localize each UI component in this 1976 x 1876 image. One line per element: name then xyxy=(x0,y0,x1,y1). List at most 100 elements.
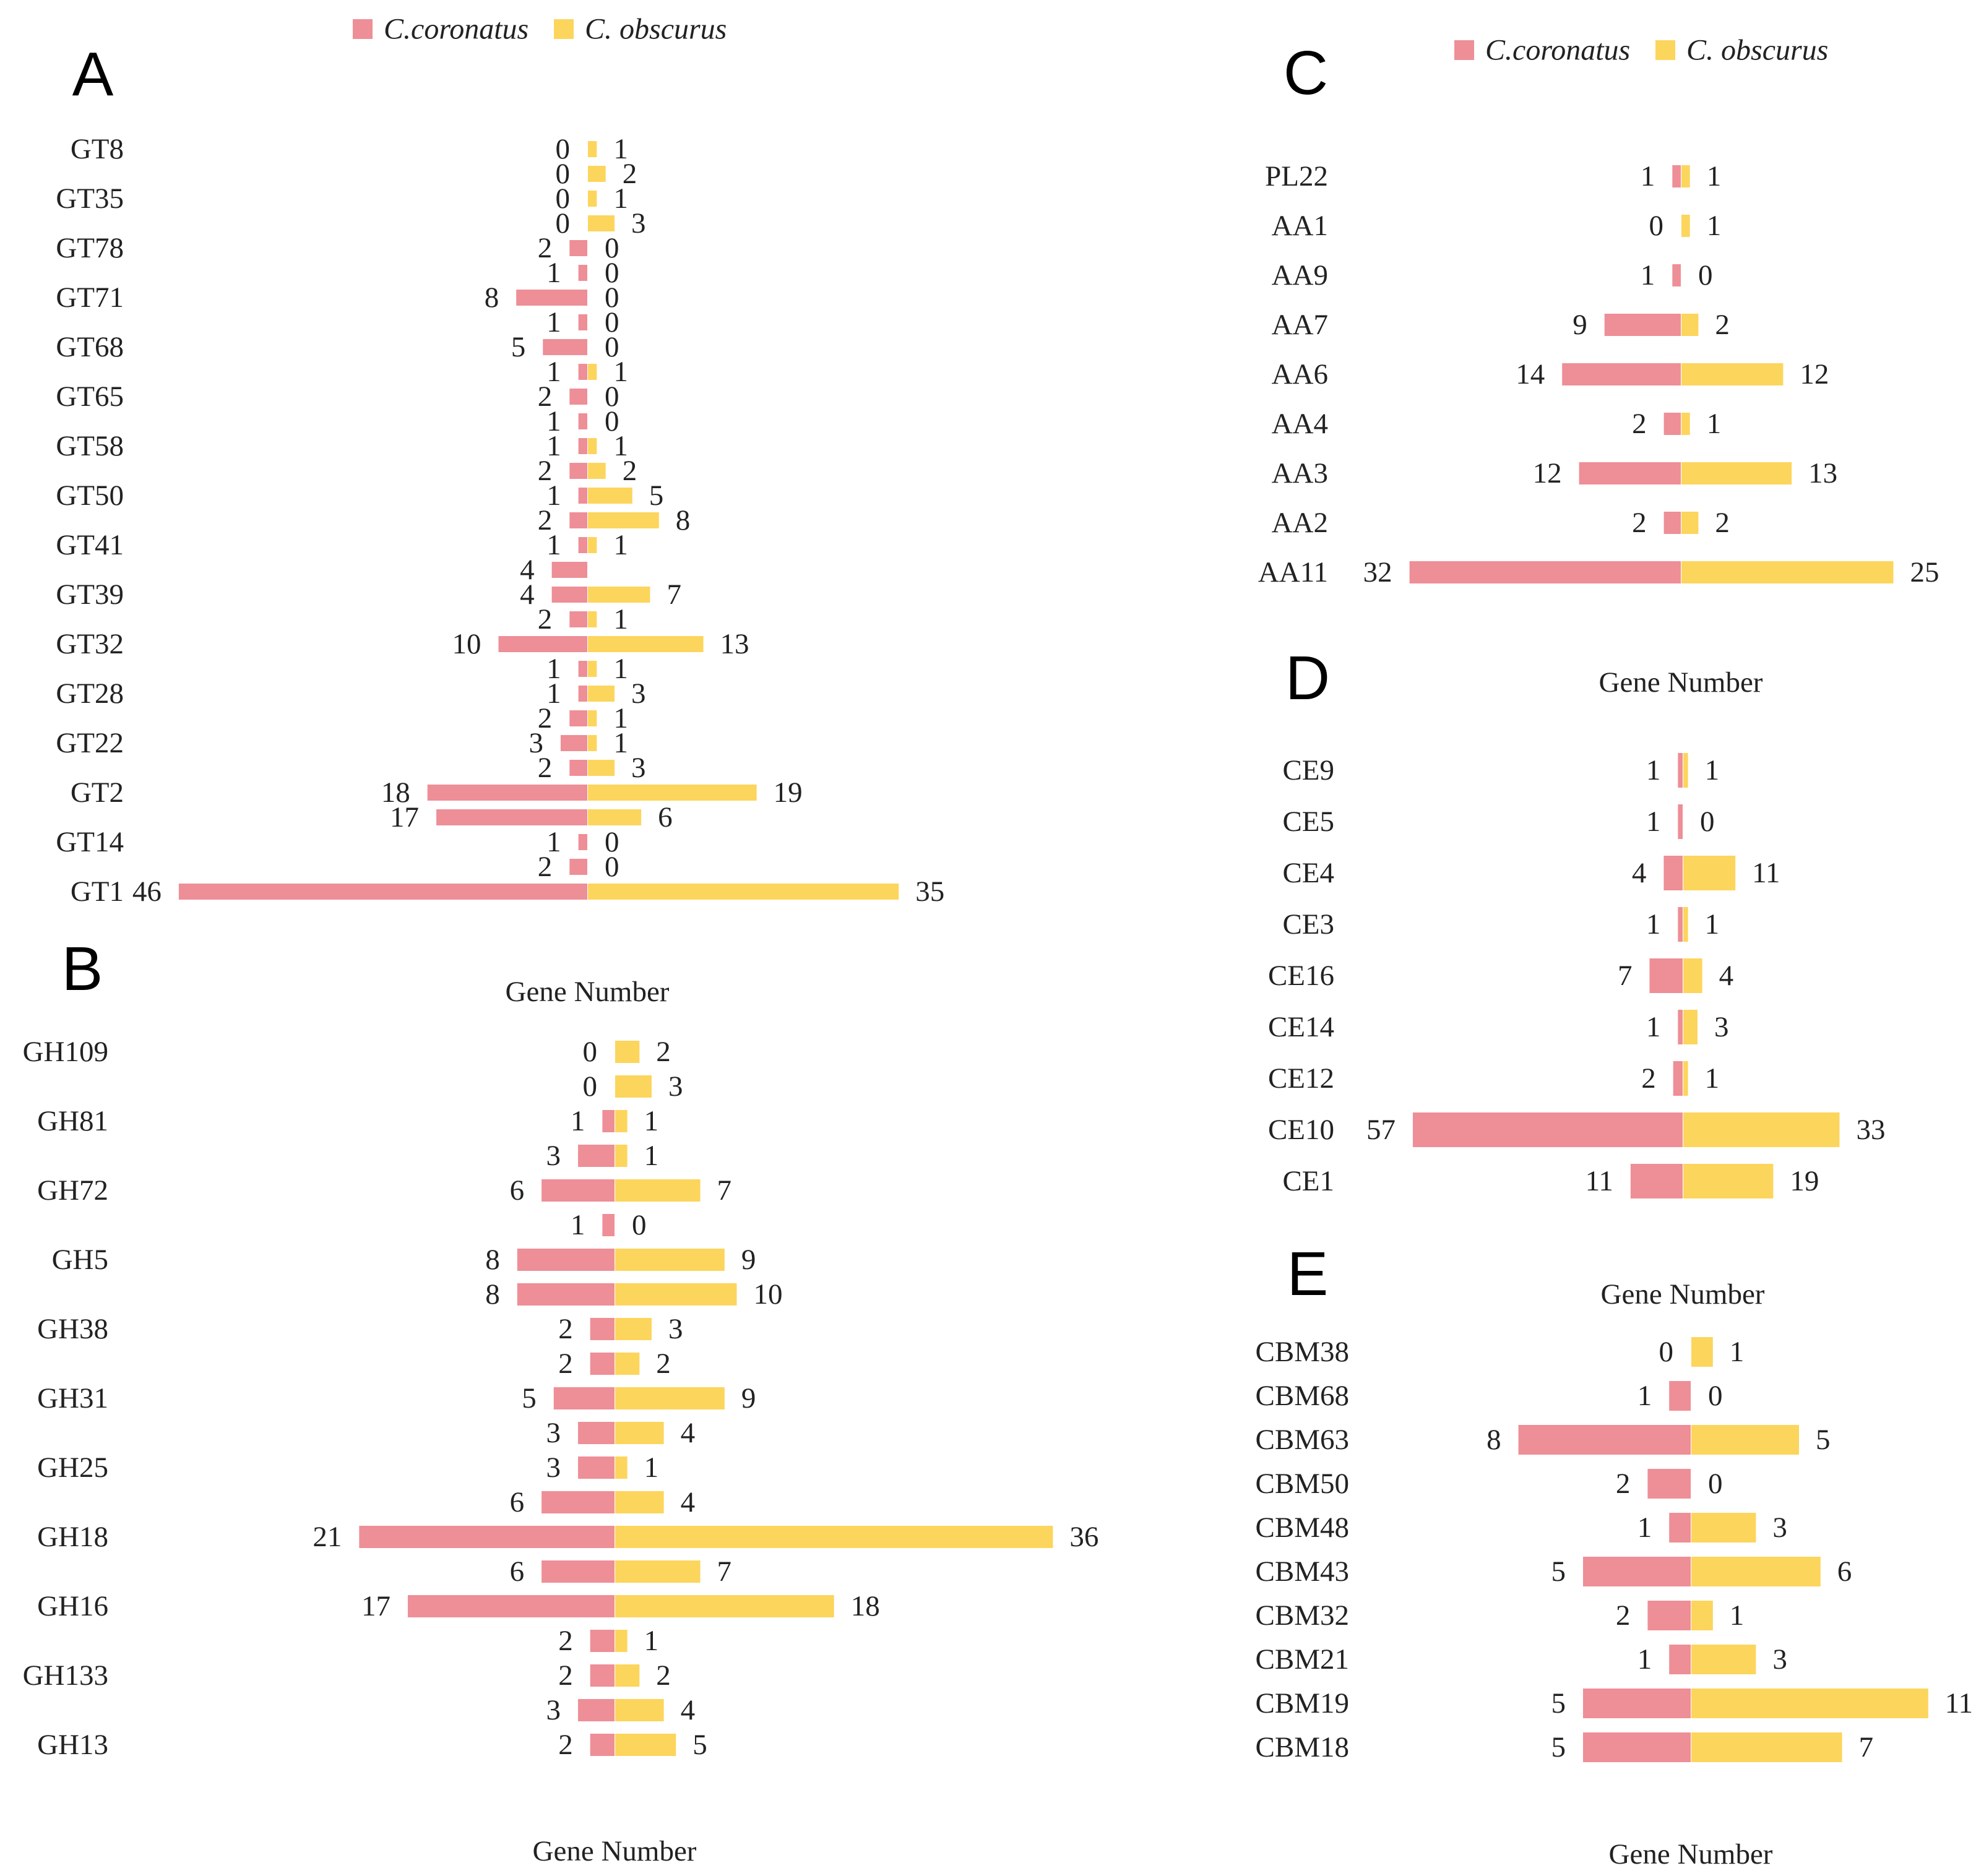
bar-obscurus-C-7[interactable] xyxy=(1681,512,1699,534)
bar-obscurus-D-4[interactable] xyxy=(1683,958,1702,993)
bar-coronatus-E-7[interactable] xyxy=(1669,1645,1691,1674)
bar-coronatus-A-30[interactable] xyxy=(178,884,587,900)
bar-obscurus-B-6[interactable] xyxy=(615,1249,725,1271)
bar-obscurus-C-4[interactable] xyxy=(1681,363,1784,385)
bar-coronatus-B-5[interactable] xyxy=(602,1214,615,1236)
bar-obscurus-B-11[interactable] xyxy=(615,1422,664,1444)
bar-coronatus-D-3[interactable] xyxy=(1678,907,1683,942)
bar-coronatus-D-1[interactable] xyxy=(1678,804,1683,839)
bar-obscurus-B-0[interactable] xyxy=(615,1041,640,1063)
bar-coronatus-A-16[interactable] xyxy=(578,537,587,553)
bar-coronatus-B-20[interactable] xyxy=(590,1734,615,1756)
bar-obscurus-B-14[interactable] xyxy=(615,1526,1053,1548)
bar-coronatus-E-9[interactable] xyxy=(1583,1732,1691,1762)
bar-obscurus-A-21[interactable] xyxy=(588,661,597,677)
bar-obscurus-C-0[interactable] xyxy=(1681,165,1690,187)
bar-coronatus-A-25[interactable] xyxy=(569,760,587,776)
bar-obscurus-D-8[interactable] xyxy=(1683,1164,1774,1198)
bar-obscurus-D-2[interactable] xyxy=(1683,856,1736,890)
bar-obscurus-A-3[interactable] xyxy=(588,215,615,231)
bar-coronatus-B-15[interactable] xyxy=(541,1560,615,1583)
bar-coronatus-A-22[interactable] xyxy=(578,686,587,702)
bar-coronatus-A-23[interactable] xyxy=(569,710,587,726)
bar-obscurus-B-18[interactable] xyxy=(615,1664,640,1687)
bar-coronatus-B-10[interactable] xyxy=(553,1387,615,1409)
bar-obscurus-A-25[interactable] xyxy=(588,760,615,776)
bar-coronatus-A-14[interactable] xyxy=(578,488,587,504)
bar-obscurus-A-23[interactable] xyxy=(588,710,597,726)
bar-coronatus-A-28[interactable] xyxy=(578,834,587,850)
bar-obscurus-B-19[interactable] xyxy=(615,1699,664,1721)
bar-coronatus-D-8[interactable] xyxy=(1630,1164,1683,1198)
bar-obscurus-D-3[interactable] xyxy=(1683,907,1688,942)
bar-coronatus-D-7[interactable] xyxy=(1412,1112,1683,1147)
bar-coronatus-E-5[interactable] xyxy=(1583,1557,1691,1586)
bar-obscurus-B-7[interactable] xyxy=(615,1283,737,1306)
bar-coronatus-D-5[interactable] xyxy=(1678,1010,1683,1044)
bar-coronatus-B-7[interactable] xyxy=(517,1283,615,1306)
bar-obscurus-B-16[interactable] xyxy=(615,1595,834,1617)
bar-coronatus-B-2[interactable] xyxy=(602,1110,615,1132)
bar-obscurus-E-2[interactable] xyxy=(1691,1425,1799,1455)
bar-obscurus-A-9[interactable] xyxy=(588,364,597,380)
bar-coronatus-D-6[interactable] xyxy=(1673,1061,1683,1096)
bar-coronatus-B-8[interactable] xyxy=(590,1318,615,1340)
bar-coronatus-A-12[interactable] xyxy=(578,438,587,454)
bar-coronatus-A-21[interactable] xyxy=(578,661,587,677)
bar-coronatus-B-19[interactable] xyxy=(578,1699,615,1721)
bar-obscurus-A-26[interactable] xyxy=(588,785,757,801)
bar-obscurus-D-0[interactable] xyxy=(1683,753,1688,788)
bar-coronatus-B-12[interactable] xyxy=(578,1456,615,1479)
bar-obscurus-E-6[interactable] xyxy=(1691,1601,1713,1630)
bar-coronatus-A-19[interactable] xyxy=(569,611,587,627)
bar-coronatus-B-14[interactable] xyxy=(359,1526,615,1548)
bar-coronatus-E-6[interactable] xyxy=(1647,1601,1691,1630)
bar-obscurus-D-6[interactable] xyxy=(1683,1061,1688,1096)
bar-coronatus-C-5[interactable] xyxy=(1663,413,1681,435)
bar-obscurus-B-2[interactable] xyxy=(615,1110,628,1132)
bar-coronatus-A-11[interactable] xyxy=(578,413,587,429)
bar-coronatus-A-17[interactable] xyxy=(551,562,587,578)
bar-obscurus-E-4[interactable] xyxy=(1691,1513,1756,1543)
bar-coronatus-B-18[interactable] xyxy=(590,1664,615,1687)
bar-obscurus-B-12[interactable] xyxy=(615,1456,628,1479)
bar-coronatus-B-17[interactable] xyxy=(590,1630,615,1652)
bar-obscurus-B-10[interactable] xyxy=(615,1387,725,1409)
bar-obscurus-A-30[interactable] xyxy=(588,884,899,900)
bar-coronatus-C-3[interactable] xyxy=(1604,314,1681,336)
bar-coronatus-A-15[interactable] xyxy=(569,512,587,528)
bar-coronatus-A-10[interactable] xyxy=(569,389,587,405)
bar-coronatus-A-20[interactable] xyxy=(498,636,588,652)
bar-obscurus-B-4[interactable] xyxy=(615,1179,701,1202)
bar-obscurus-C-3[interactable] xyxy=(1681,314,1699,336)
bar-coronatus-A-24[interactable] xyxy=(560,735,587,751)
bar-obscurus-A-19[interactable] xyxy=(588,611,597,627)
bar-obscurus-C-6[interactable] xyxy=(1681,462,1792,484)
bar-obscurus-E-0[interactable] xyxy=(1691,1337,1713,1367)
bar-coronatus-A-8[interactable] xyxy=(543,339,587,355)
bar-obscurus-A-27[interactable] xyxy=(588,809,642,825)
bar-obscurus-A-22[interactable] xyxy=(588,686,615,702)
bar-coronatus-E-3[interactable] xyxy=(1647,1469,1691,1499)
bar-obscurus-A-16[interactable] xyxy=(588,537,597,553)
bar-obscurus-B-17[interactable] xyxy=(615,1630,628,1652)
bar-obscurus-A-13[interactable] xyxy=(588,463,606,479)
bar-coronatus-C-6[interactable] xyxy=(1579,462,1681,484)
bar-obscurus-B-13[interactable] xyxy=(615,1491,664,1513)
bar-obscurus-E-9[interactable] xyxy=(1691,1732,1842,1762)
bar-obscurus-A-15[interactable] xyxy=(588,512,659,528)
bar-obscurus-A-0[interactable] xyxy=(588,141,597,157)
bar-obscurus-A-24[interactable] xyxy=(588,735,597,751)
bar-obscurus-A-18[interactable] xyxy=(588,587,650,603)
bar-coronatus-B-13[interactable] xyxy=(541,1491,615,1513)
bar-coronatus-B-16[interactable] xyxy=(407,1595,615,1617)
bar-obscurus-B-3[interactable] xyxy=(615,1145,628,1167)
bar-coronatus-B-9[interactable] xyxy=(590,1353,615,1375)
bar-obscurus-B-15[interactable] xyxy=(615,1560,701,1583)
bar-coronatus-C-8[interactable] xyxy=(1409,561,1681,583)
bar-obscurus-C-1[interactable] xyxy=(1681,215,1690,237)
bar-coronatus-E-2[interactable] xyxy=(1518,1425,1691,1455)
bar-coronatus-A-26[interactable] xyxy=(427,785,587,801)
bar-obscurus-B-20[interactable] xyxy=(615,1734,676,1756)
bar-obscurus-C-8[interactable] xyxy=(1681,561,1894,583)
